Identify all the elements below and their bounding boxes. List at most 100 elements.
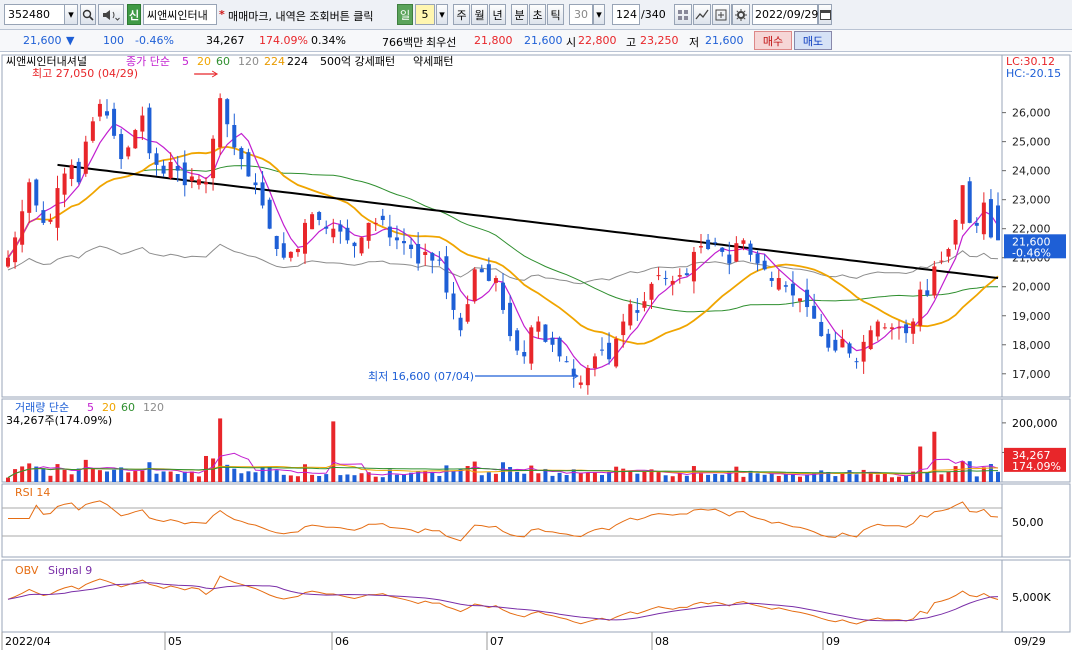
code-dropdown-button[interactable]: ▾ — [64, 4, 78, 25]
price-panel-title: 씨앤씨인터내셔널 — [6, 55, 87, 68]
candle-body — [536, 321, 541, 332]
y-tick-label: 22,000 — [1012, 223, 1051, 236]
interval-field[interactable]: 30 — [569, 4, 593, 25]
candle-body — [303, 222, 307, 254]
interval-dropdown[interactable]: ▾ — [593, 4, 605, 25]
volume-bar — [812, 473, 817, 482]
volume-bar — [868, 473, 873, 482]
candle-body — [119, 134, 124, 160]
candle-body — [225, 99, 230, 125]
sell-button[interactable]: 매도 — [794, 31, 832, 50]
x-tick-label: 08 — [655, 635, 669, 648]
candle-body — [479, 268, 484, 273]
stock-code-input[interactable]: 352480 — [4, 4, 66, 25]
volume-bar — [713, 473, 718, 482]
draw-tool-button[interactable] — [693, 4, 711, 25]
candle-body — [960, 185, 965, 224]
volume-bar — [720, 474, 725, 482]
period-second-button[interactable]: 초 — [529, 4, 546, 25]
new-listing-badge: 신 — [127, 4, 141, 25]
period-week-button[interactable]: 주 — [453, 4, 470, 25]
volume-bar — [458, 469, 463, 482]
candle-body — [706, 239, 711, 250]
volume-bar — [394, 474, 399, 482]
volume-bar — [239, 473, 244, 482]
candle-body — [295, 249, 300, 253]
candle-body — [932, 266, 937, 296]
stock-chart[interactable]: 26,00025,00024,00023,00022,00021,00020,0… — [0, 52, 1072, 650]
candle-body — [246, 152, 251, 177]
volume-bar — [974, 476, 979, 482]
volume-bar — [776, 475, 781, 482]
zoom-button[interactable] — [712, 4, 730, 25]
volume-bar — [614, 466, 619, 482]
volume-bar — [918, 446, 923, 482]
y-tick-label: 20,000 — [1012, 281, 1051, 294]
volume-bar — [543, 468, 548, 482]
period-minute-button[interactable]: 분 — [511, 4, 528, 25]
calendar-button[interactable] — [818, 4, 832, 25]
volume-bar — [953, 466, 958, 482]
period-year-button[interactable]: 년 — [489, 4, 506, 25]
candle-body — [288, 251, 293, 258]
rsi-panel: 50,00 — [2, 500, 1044, 542]
period-count-field[interactable]: 5 — [415, 4, 435, 25]
stock-name-value: 씨앤씨인터내 — [147, 8, 208, 22]
speaker-icon — [103, 9, 120, 21]
candle-body — [897, 327, 901, 329]
volume-bar — [90, 468, 95, 482]
y-tick-label: 26,000 — [1012, 107, 1051, 120]
candle-body — [232, 124, 237, 148]
volume-bar — [274, 470, 279, 482]
candle-body — [55, 188, 60, 228]
grid-view-button[interactable] — [674, 4, 692, 25]
current-price: 21,600 — [23, 34, 62, 47]
volume-bar — [557, 472, 562, 482]
volume-bar — [889, 477, 894, 482]
volume-bar — [769, 473, 774, 482]
volume-bar — [939, 474, 944, 482]
stock-name-field[interactable]: 씨앤씨인터내 — [143, 4, 217, 25]
buy-button[interactable]: 매수 — [754, 31, 792, 50]
best-ask: 21,800 — [474, 34, 513, 47]
period-tick-button[interactable]: 틱 — [547, 4, 564, 25]
candle-body — [543, 324, 548, 342]
period-month-button[interactable]: 월 — [471, 4, 488, 25]
candle-body — [380, 215, 385, 220]
volume-bar — [592, 472, 597, 482]
rsi-line — [8, 500, 999, 542]
sell-label: 매도 — [802, 34, 824, 48]
candle-body — [840, 338, 845, 348]
volume-bar — [126, 472, 131, 482]
volume-bar — [656, 472, 661, 482]
candle-body — [493, 278, 498, 283]
sound-button[interactable] — [98, 4, 124, 25]
candle-body — [677, 275, 682, 277]
candle-body — [600, 349, 604, 351]
candle-body — [486, 264, 491, 281]
candle-body — [699, 246, 703, 248]
volume-bar — [175, 474, 180, 482]
volume-bar — [105, 471, 109, 482]
volume-bar — [946, 471, 951, 482]
obv-line — [7, 575, 999, 625]
date-field[interactable]: 2022/09/29 — [752, 4, 818, 25]
display-count-field[interactable]: 124 — [612, 4, 640, 25]
candle-body — [62, 173, 67, 195]
y-tick-label: 18,000 — [1012, 339, 1051, 352]
volume-bar — [727, 470, 732, 482]
period-count-dropdown[interactable]: ▾ — [436, 4, 448, 25]
axis-frame — [1001, 54, 1071, 398]
settings-button[interactable] — [732, 4, 750, 25]
candle-body — [776, 278, 781, 290]
volume-bar — [465, 466, 470, 482]
candle-body — [196, 179, 201, 185]
new-listing-label: 신 — [128, 8, 140, 22]
candle-body — [281, 243, 286, 258]
candle-body — [614, 338, 619, 367]
search-button[interactable] — [80, 4, 96, 25]
x-axis: 2022/04 05 06 07 08 09 09/29 — [1, 632, 1046, 650]
volume-bar — [486, 472, 491, 482]
volume-bar — [331, 421, 336, 482]
period-day-button[interactable]: 일 — [397, 4, 413, 25]
